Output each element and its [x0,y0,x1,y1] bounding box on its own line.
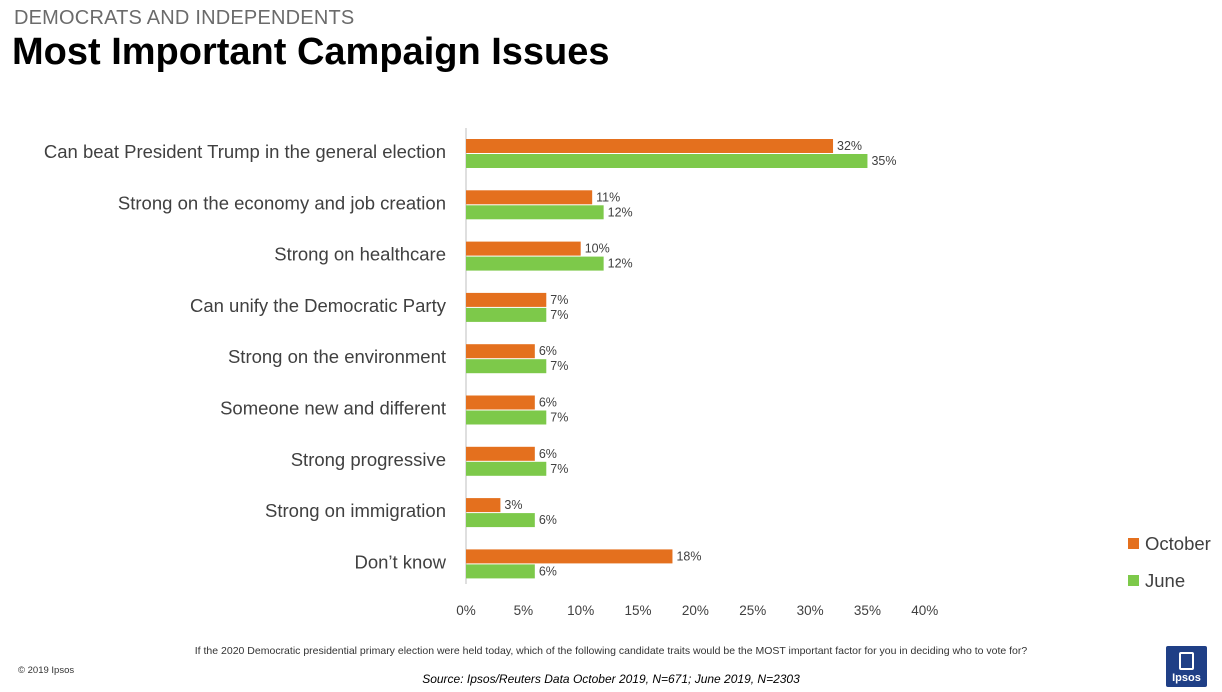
copyright-notice: © 2019 Ipsos [18,665,75,676]
x-tick-label: 25% [739,603,766,618]
data-label-june: 12% [608,205,633,219]
legend-swatch-october [1128,538,1139,549]
legend-label-june: June [1145,570,1185,591]
bar-october [466,190,593,205]
data-label-june: 12% [608,257,633,271]
bar-june [466,359,547,374]
x-tick-label: 20% [682,603,709,618]
x-tick-label: 35% [854,603,881,618]
bar-october [466,292,547,307]
bar-october [466,139,834,153]
chart-title: Most Important Campaign Issues [12,31,610,73]
data-label-october: 32% [837,139,862,153]
bar-june [466,564,535,579]
bar-chart: Can beat President Trump in the general … [44,128,1211,618]
data-label-october: 18% [676,549,701,563]
ipsos-logo: Ipsos [1166,646,1207,687]
data-label-june: 7% [550,411,568,425]
category-label: Strong progressive [291,449,446,470]
bar-june [466,307,547,322]
bar-june [466,256,604,271]
category-label: Strong on healthcare [274,244,446,265]
category-label: Strong on the economy and job creation [118,192,446,213]
x-tick-label: 40% [911,603,938,618]
x-tick-label: 5% [514,603,534,618]
bar-october [466,498,501,513]
category-label: Can unify the Democratic Party [190,295,447,316]
category-label: Strong on the environment [228,346,446,367]
bar-june [466,205,604,220]
ipsos-logo-text: Ipsos [1172,672,1201,684]
category-label: Can beat President Trump in the general … [44,141,446,162]
data-label-october: 6% [539,396,557,410]
data-label-october: 3% [504,498,522,512]
bar-october [466,549,673,564]
bar-october [466,395,535,410]
data-label-june: 7% [550,462,568,476]
x-tick-label: 15% [625,603,652,618]
data-label-october: 10% [585,242,610,256]
bar-june [466,410,547,425]
data-label-june: 6% [539,564,557,578]
source-note: Source: Ipsos/Reuters Data October 2019,… [422,672,800,686]
x-tick-label: 10% [567,603,594,618]
category-label: Don’t know [354,551,446,572]
x-tick-label: 0% [456,603,476,618]
data-label-october: 6% [539,447,557,461]
data-label-june: 6% [539,513,557,527]
data-label-october: 6% [539,344,557,358]
category-label: Someone new and different [220,398,446,419]
category-label: Strong on immigration [265,500,446,521]
bar-june [466,154,868,168]
survey-question: If the 2020 Democratic presidential prim… [194,645,1028,657]
bar-october [466,241,581,256]
x-tick-label: 30% [797,603,824,618]
bar-june [466,461,547,476]
data-label-june: 35% [871,154,896,168]
chart-subtitle: DEMOCRATS AND INDEPENDENTS [14,7,355,29]
legend-swatch-june [1128,575,1139,586]
bar-october [466,344,535,359]
data-label-june: 7% [550,308,568,322]
data-label-june: 7% [550,359,568,373]
bar-october [466,446,535,461]
legend-label-october: October [1145,533,1211,554]
ipsos-logo-mark [1179,652,1194,670]
bar-june [466,513,535,528]
data-label-october: 7% [550,293,568,307]
data-label-october: 11% [596,190,620,204]
